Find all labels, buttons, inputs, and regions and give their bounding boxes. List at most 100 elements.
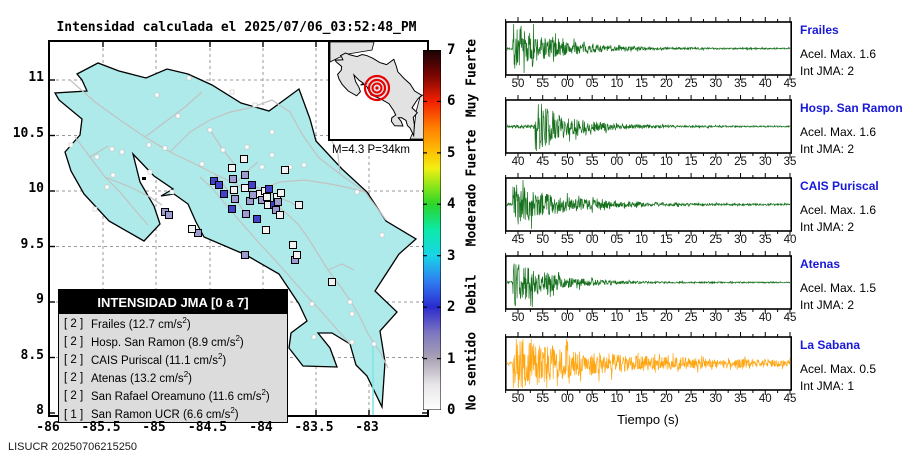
station-marker <box>110 172 116 178</box>
station-marker <box>371 341 377 347</box>
time-tick-label: 30 <box>709 393 723 405</box>
time-tick-label: 20 <box>684 234 698 246</box>
time-tick-row: 50 55 00 05 10 15 20 25 30 35 40 45 <box>505 312 805 326</box>
intensity-station-marker <box>289 241 297 249</box>
intensity-station-marker <box>248 181 256 189</box>
seismogram-panel <box>505 17 792 80</box>
time-tick-label: 00 <box>585 234 599 246</box>
time-tick-label: 20 <box>659 393 673 405</box>
legend-station-row: [ 2 ] San Rafael Oreamuno (11.6 cm/s2) <box>64 387 270 403</box>
time-tick-label: 50 <box>536 234 550 246</box>
lon-axis-label: -83 <box>355 420 379 435</box>
station-marker <box>162 145 168 151</box>
station-marker <box>94 154 100 160</box>
time-tick-label: 05 <box>585 78 599 90</box>
time-tick-row: 50 55 00 05 10 15 20 25 30 35 40 45 <box>505 393 805 407</box>
intensity-legend: INTENSIDAD JMA [0 a 7] [ 2 ] Frailes (12.… <box>58 289 288 424</box>
time-tick-label: 00 <box>610 156 624 168</box>
lon-axis-label: -85 <box>142 420 166 435</box>
intensity-station-marker <box>328 278 336 286</box>
lon-axis-label: -83.5 <box>294 420 334 435</box>
legend-station-row: [ 2 ] Hosp. San Ramon (8.9 cm/s2) <box>64 333 244 349</box>
watermark-id: LISUCR 20250706215250 <box>8 441 138 453</box>
epicenter-inset-map <box>328 40 429 141</box>
lat-axis-label: 10.5 <box>12 125 44 141</box>
seismogram-panel <box>505 95 792 158</box>
intensity-station-marker <box>215 181 223 189</box>
time-tick-label: 20 <box>659 78 673 90</box>
time-tick-row: 50 55 00 05 10 15 20 25 30 35 40 45 <box>505 78 805 92</box>
intensity-category-label: Moderado <box>464 183 480 246</box>
waveform-trace <box>506 338 791 389</box>
intensity-colorbar <box>423 50 441 410</box>
time-tick-label: 10 <box>659 156 673 168</box>
seismogram-station-name: Hosp. San Ramon <box>800 101 903 115</box>
colorbar-tick-label: 4 <box>447 196 456 213</box>
waveform-trace <box>506 103 791 152</box>
acceleration-max-label: Acel. Max. 0.5 <box>800 362 877 376</box>
time-tick-label: 10 <box>610 393 624 405</box>
seismogram-station-name: La Sabana <box>800 338 861 352</box>
inset-canvas <box>329 41 428 140</box>
station-marker <box>109 146 115 152</box>
time-tick-label: 45 <box>536 156 550 168</box>
station-marker <box>104 184 110 190</box>
seismogram-panel <box>505 173 792 236</box>
time-tick-label: 40 <box>758 312 772 324</box>
intensity-station-marker <box>263 193 271 201</box>
intensity-station-marker <box>242 210 250 218</box>
legend-station-row: [ 2 ] CAIS Puriscal (11.1 cm/s2) <box>64 351 227 367</box>
station-marker <box>207 127 213 133</box>
acceleration-max-label: Acel. Max. 1.6 <box>800 47 877 61</box>
time-tick-label: 45 <box>511 234 525 246</box>
time-tick-label: 15 <box>635 312 649 324</box>
time-tick-label: 30 <box>709 78 723 90</box>
seismogram-station-name: Frailes <box>800 23 839 37</box>
station-marker <box>269 152 275 158</box>
station-marker <box>244 144 250 150</box>
time-tick-row: 45 50 55 00 05 10 15 20 25 30 35 40 <box>505 234 805 248</box>
time-tick-label: 50 <box>511 312 525 324</box>
station-marker <box>92 206 98 212</box>
intensity-station-marker <box>228 205 236 213</box>
time-tick-label: 35 <box>758 234 772 246</box>
intensity-station-marker <box>230 186 238 194</box>
time-tick-label: 30 <box>734 234 747 246</box>
intensity-category-label: No sentido <box>464 332 480 411</box>
station-marker <box>154 92 160 98</box>
time-tick-label: 45 <box>783 78 797 90</box>
lat-axis-label: 10 <box>28 181 44 196</box>
station-marker <box>301 162 307 168</box>
legend-station-row: [ 2 ] Atenas (13.2 cm/s2) <box>64 369 192 385</box>
station-marker <box>199 161 205 167</box>
time-tick-label: 35 <box>734 393 747 405</box>
time-tick-label: 45 <box>783 393 797 405</box>
intensity-category-label: Muy Fuerte <box>464 39 480 118</box>
magnitude-depth-label: M=4.3 P=34km <box>332 144 410 156</box>
acceleration-max-label: Acel. Max. 1.5 <box>800 281 877 295</box>
jma-intensity-label: Int JMA: 2 <box>800 220 855 234</box>
time-tick-label: 55 <box>561 234 574 246</box>
time-tick-label: 50 <box>511 78 525 90</box>
time-tick-label: 15 <box>635 393 649 405</box>
intensity-category-label: Fuerte <box>464 129 480 177</box>
station-marker <box>146 142 152 148</box>
lat-axis-label: 11 <box>28 70 44 85</box>
time-tick-label: 30 <box>758 156 772 168</box>
jma-intensity-label: Int JMA: 2 <box>800 142 855 156</box>
lat-axis-label: 9.5 <box>20 236 44 252</box>
seismogram-station-name: CAIS Puriscal <box>800 179 879 193</box>
time-tick-label: 05 <box>635 156 649 168</box>
time-tick-label: 05 <box>585 312 599 324</box>
intensity-station-marker <box>240 155 248 163</box>
station-marker <box>169 189 175 195</box>
intensity-station-marker <box>293 251 301 259</box>
lon-axis-label: -84.5 <box>187 420 228 435</box>
time-tick-label: 05 <box>585 393 599 405</box>
station-marker <box>379 232 385 238</box>
lat-axis-label: 9 <box>36 292 44 307</box>
seismogram-panel <box>505 251 792 314</box>
station-marker <box>119 149 125 155</box>
legend-station-row: [ 1 ] San Ramon UCR (6.6 cm/s2) <box>64 405 239 421</box>
